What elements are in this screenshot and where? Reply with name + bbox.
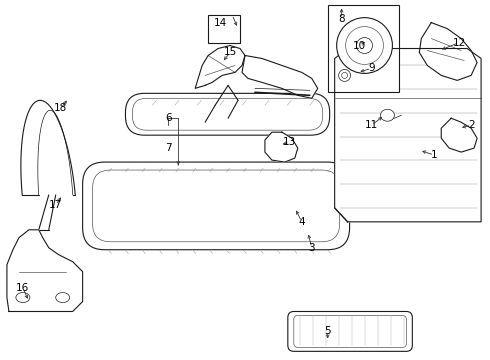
Polygon shape [441, 118, 477, 152]
Ellipse shape [16, 293, 30, 302]
Ellipse shape [345, 27, 384, 64]
Text: 12: 12 [453, 37, 466, 48]
Ellipse shape [342, 72, 347, 78]
FancyBboxPatch shape [288, 311, 413, 351]
FancyBboxPatch shape [93, 170, 340, 242]
FancyBboxPatch shape [125, 93, 330, 135]
FancyBboxPatch shape [294, 315, 406, 347]
Text: 8: 8 [338, 14, 345, 24]
Polygon shape [265, 132, 298, 162]
Text: 13: 13 [283, 137, 296, 147]
Text: 5: 5 [324, 327, 331, 336]
Text: 16: 16 [16, 283, 29, 293]
Ellipse shape [380, 109, 394, 121]
Text: 1: 1 [431, 150, 438, 160]
FancyBboxPatch shape [83, 162, 349, 250]
Bar [208, 15, 240, 42]
Ellipse shape [339, 69, 350, 81]
Polygon shape [335, 49, 481, 222]
Ellipse shape [337, 18, 392, 73]
Text: 7: 7 [165, 143, 172, 153]
Ellipse shape [357, 37, 372, 54]
Text: 3: 3 [308, 243, 315, 253]
Text: 9: 9 [368, 63, 375, 73]
Polygon shape [242, 55, 318, 98]
Text: 10: 10 [353, 41, 366, 50]
Polygon shape [419, 23, 477, 80]
Text: 4: 4 [298, 217, 305, 227]
Text: 11: 11 [365, 120, 378, 130]
Ellipse shape [56, 293, 70, 302]
Text: 2: 2 [468, 120, 474, 130]
Text: 18: 18 [54, 103, 67, 113]
Bar [328, 5, 399, 92]
Text: 14: 14 [214, 18, 227, 28]
Text: 15: 15 [223, 48, 237, 58]
Polygon shape [195, 45, 245, 88]
FancyBboxPatch shape [132, 98, 323, 130]
Polygon shape [7, 230, 83, 311]
Text: 6: 6 [165, 113, 172, 123]
Text: 17: 17 [49, 200, 62, 210]
